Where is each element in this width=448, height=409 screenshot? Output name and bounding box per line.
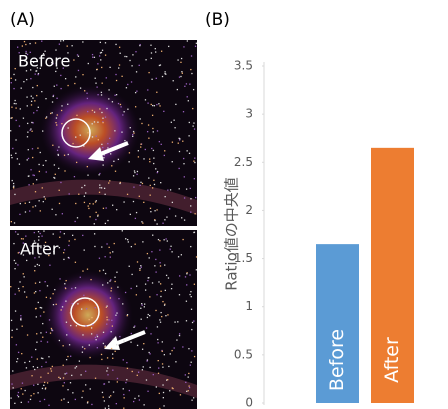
figure: (A) (B) Before After Ratio値の中央値 0 0.5 1 1.5…	[0, 0, 448, 409]
y-axis-label: Ratio値の中央値	[223, 177, 241, 291]
image-before: Before	[10, 40, 197, 226]
y-tick-label: 0	[245, 396, 253, 409]
y-tick-label: 0.5	[234, 347, 253, 361]
image-label: After	[20, 240, 59, 259]
y-tick-label: 2.5	[234, 155, 253, 169]
y-tick-label: 3.5	[234, 59, 253, 73]
y-tick-label: 3	[245, 107, 253, 121]
y-tick-label: 1	[245, 299, 253, 313]
y-tick-label: 2	[245, 203, 253, 217]
panel-label: (B)	[205, 10, 230, 30]
category-label: Before	[326, 329, 348, 391]
image-label: Before	[18, 52, 70, 71]
image-after: After	[10, 230, 197, 409]
y-tick-label: 1.5	[234, 251, 253, 265]
panel-label: (A)	[10, 10, 35, 30]
category-label: After	[381, 337, 403, 383]
